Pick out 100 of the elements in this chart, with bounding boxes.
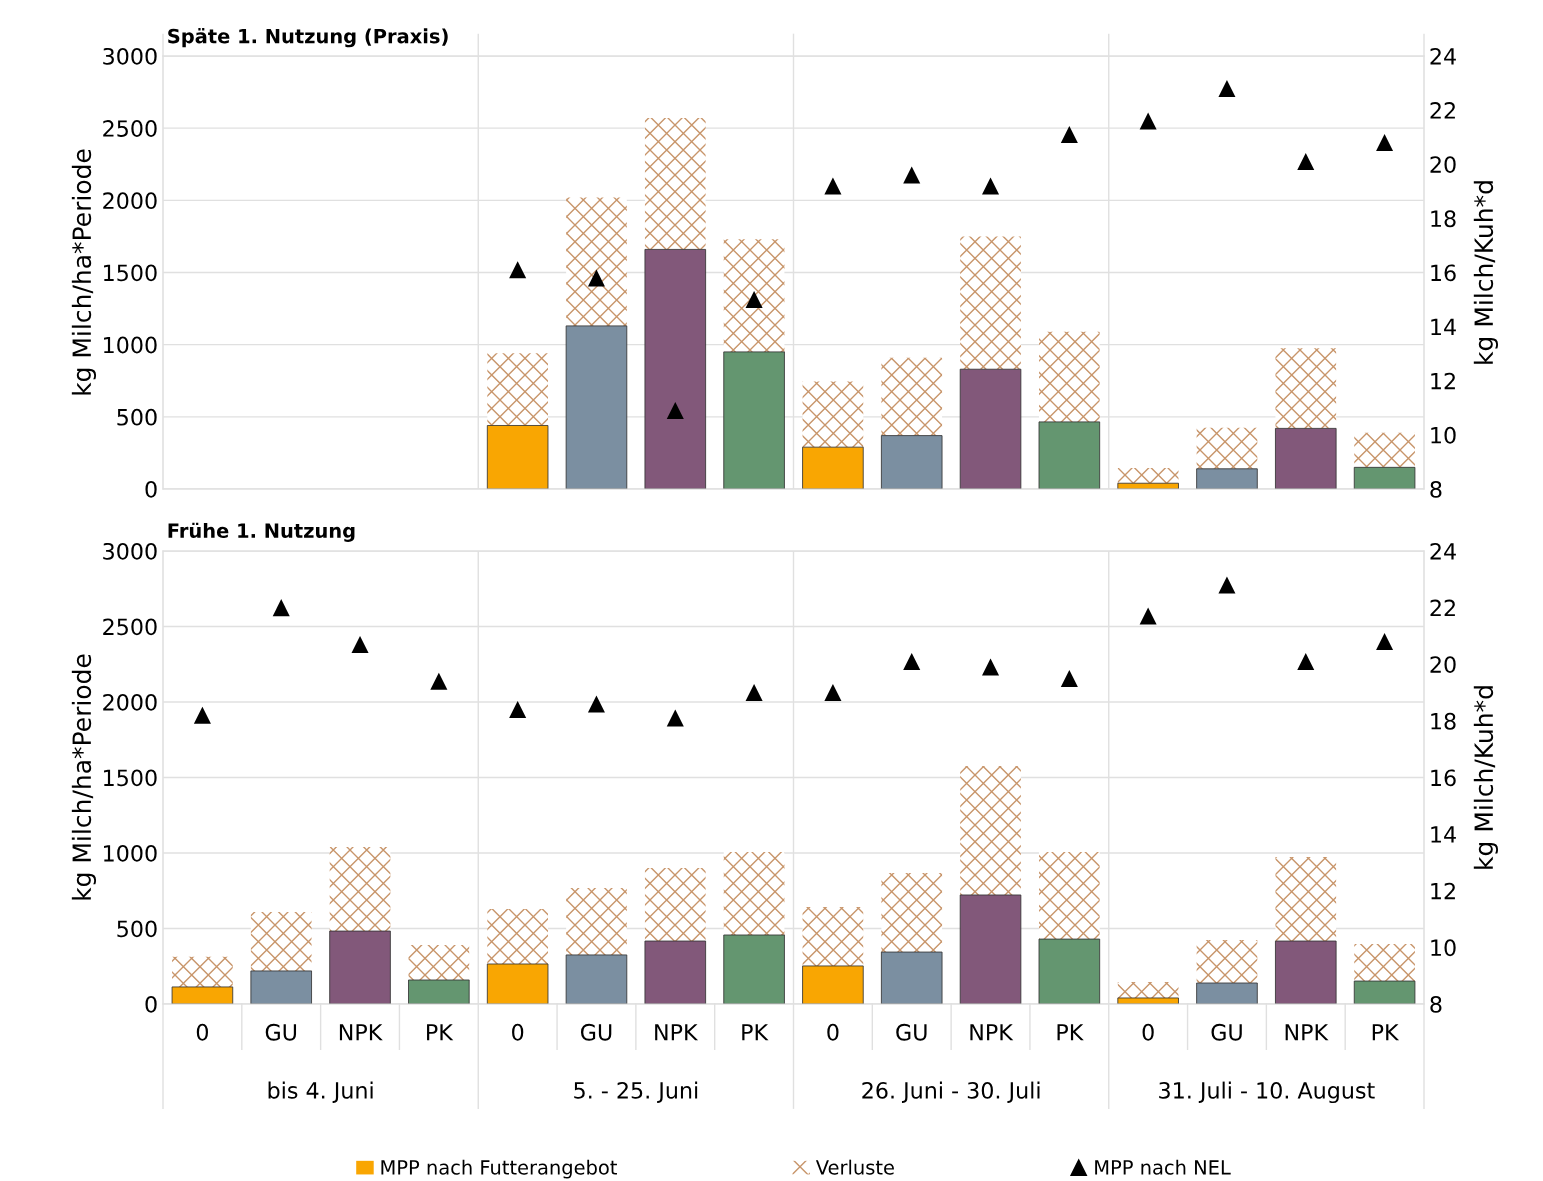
- bar: [1117, 997, 1179, 1004]
- point: [587, 695, 605, 713]
- bar: [172, 956, 233, 987]
- bar: [1275, 856, 1337, 942]
- point: [745, 291, 763, 309]
- point: [587, 269, 605, 287]
- point: [745, 684, 763, 702]
- bar: [1275, 940, 1337, 1004]
- bar: [1353, 466, 1416, 489]
- point: [1297, 153, 1315, 171]
- bar: [960, 766, 1021, 895]
- legend-label: MPP nach NEL: [1095, 1159, 1231, 1175]
- y2-tick-label: 12: [1431, 372, 1455, 390]
- x-tick-label: NPK: [970, 1024, 1014, 1041]
- point: [430, 672, 448, 690]
- bar: [250, 912, 312, 971]
- x-tick-label: NPK: [339, 1024, 383, 1041]
- bar: [566, 888, 627, 955]
- y2-tick-label: 14: [1431, 318, 1456, 336]
- bar: [960, 236, 1021, 370]
- y-tick-label: 2500: [103, 618, 157, 636]
- bar: [1196, 468, 1258, 489]
- bar: [1039, 851, 1100, 940]
- y-tick-label: 1000: [104, 336, 157, 354]
- bar: [1354, 944, 1415, 982]
- x-tick-label: PK: [427, 1024, 454, 1041]
- bar: [487, 909, 548, 964]
- bar: [250, 970, 312, 1004]
- y2-tick-label: 8: [1430, 995, 1442, 1013]
- bar: [644, 248, 707, 489]
- y2-axis-title: kg Milch/Kuh*d: [1473, 686, 1498, 869]
- point: [1376, 134, 1394, 152]
- y2-tick-label: 8: [1430, 480, 1442, 498]
- y-tick-label: 2000: [103, 693, 157, 711]
- bar: [723, 351, 785, 489]
- bar: [959, 894, 1022, 1004]
- point: [982, 658, 1000, 676]
- bar: [1275, 427, 1337, 489]
- bar: [1196, 939, 1258, 984]
- y-tick-label: 0: [145, 480, 157, 498]
- x-tick-label: 0: [1142, 1023, 1154, 1041]
- y2-tick-label: 24: [1430, 47, 1456, 65]
- y2-tick-label: 10: [1431, 426, 1456, 444]
- bar: [802, 965, 864, 1004]
- y-tick-label: 3000: [103, 47, 157, 65]
- bar: [723, 239, 785, 352]
- bar: [487, 353, 548, 426]
- bar: [959, 368, 1022, 489]
- y2-tick-label: 22: [1430, 102, 1455, 119]
- point: [666, 709, 684, 727]
- x-tick-label: GU: [265, 1023, 297, 1041]
- point: [1218, 79, 1236, 97]
- x-tick-label: GU: [580, 1023, 612, 1041]
- y2-tick-label: 18: [1431, 712, 1456, 730]
- bar: [802, 381, 864, 448]
- point: [272, 599, 290, 617]
- y2-axis-title: kg Milch/Kuh*d: [1473, 181, 1498, 364]
- y-tick-label: 2500: [103, 120, 157, 137]
- point: [1139, 112, 1157, 130]
- bar: [1353, 980, 1416, 1004]
- bar: [329, 846, 391, 932]
- bar: [565, 325, 628, 489]
- bar: [1117, 981, 1179, 998]
- bar: [644, 940, 707, 1004]
- x-tick-label: PK: [1372, 1024, 1400, 1041]
- y-tick-label: 2000: [103, 192, 157, 210]
- y-tick-label: 500: [117, 408, 157, 426]
- bar: [723, 851, 785, 935]
- bar: [1196, 982, 1258, 1004]
- bar: [723, 934, 785, 1004]
- bar: [408, 944, 470, 980]
- point: [1376, 633, 1394, 651]
- y-axis-title: kg Milch/ha*Periode: [71, 149, 97, 395]
- chart-title: Späte 1. Nutzung (Praxis): [168, 28, 448, 48]
- bar: [171, 986, 234, 1004]
- point: [982, 177, 1000, 195]
- y2-tick-label: 18: [1431, 210, 1456, 228]
- bar: [566, 197, 627, 326]
- point: [351, 635, 369, 653]
- bar: [1117, 468, 1179, 484]
- bar: [1275, 348, 1337, 429]
- bar: [486, 425, 549, 489]
- y-tick-label: 500: [117, 920, 157, 938]
- point: [1139, 607, 1157, 625]
- x-tick-label: GU: [1211, 1023, 1242, 1041]
- point: [193, 706, 211, 724]
- x-tick-label: GU: [896, 1023, 927, 1041]
- point: [666, 402, 684, 420]
- x-tick-label: NPK: [655, 1024, 699, 1041]
- bar: [881, 872, 943, 953]
- y2-tick-label: 16: [1431, 769, 1456, 787]
- y2-tick-label: 12: [1431, 882, 1455, 900]
- text: 26. Juni - 30. Juli: [862, 1081, 1040, 1103]
- chart-title: Frühe 1. Nutzung: [168, 522, 355, 542]
- y-axis-title: kg Milch/ha*Periode: [71, 654, 97, 900]
- y2-tick-label: 20: [1430, 656, 1456, 674]
- text: 31. Juli - 10. August: [1159, 1081, 1375, 1104]
- bar: [565, 954, 628, 1004]
- point: [1060, 125, 1078, 143]
- bar: [1354, 432, 1415, 468]
